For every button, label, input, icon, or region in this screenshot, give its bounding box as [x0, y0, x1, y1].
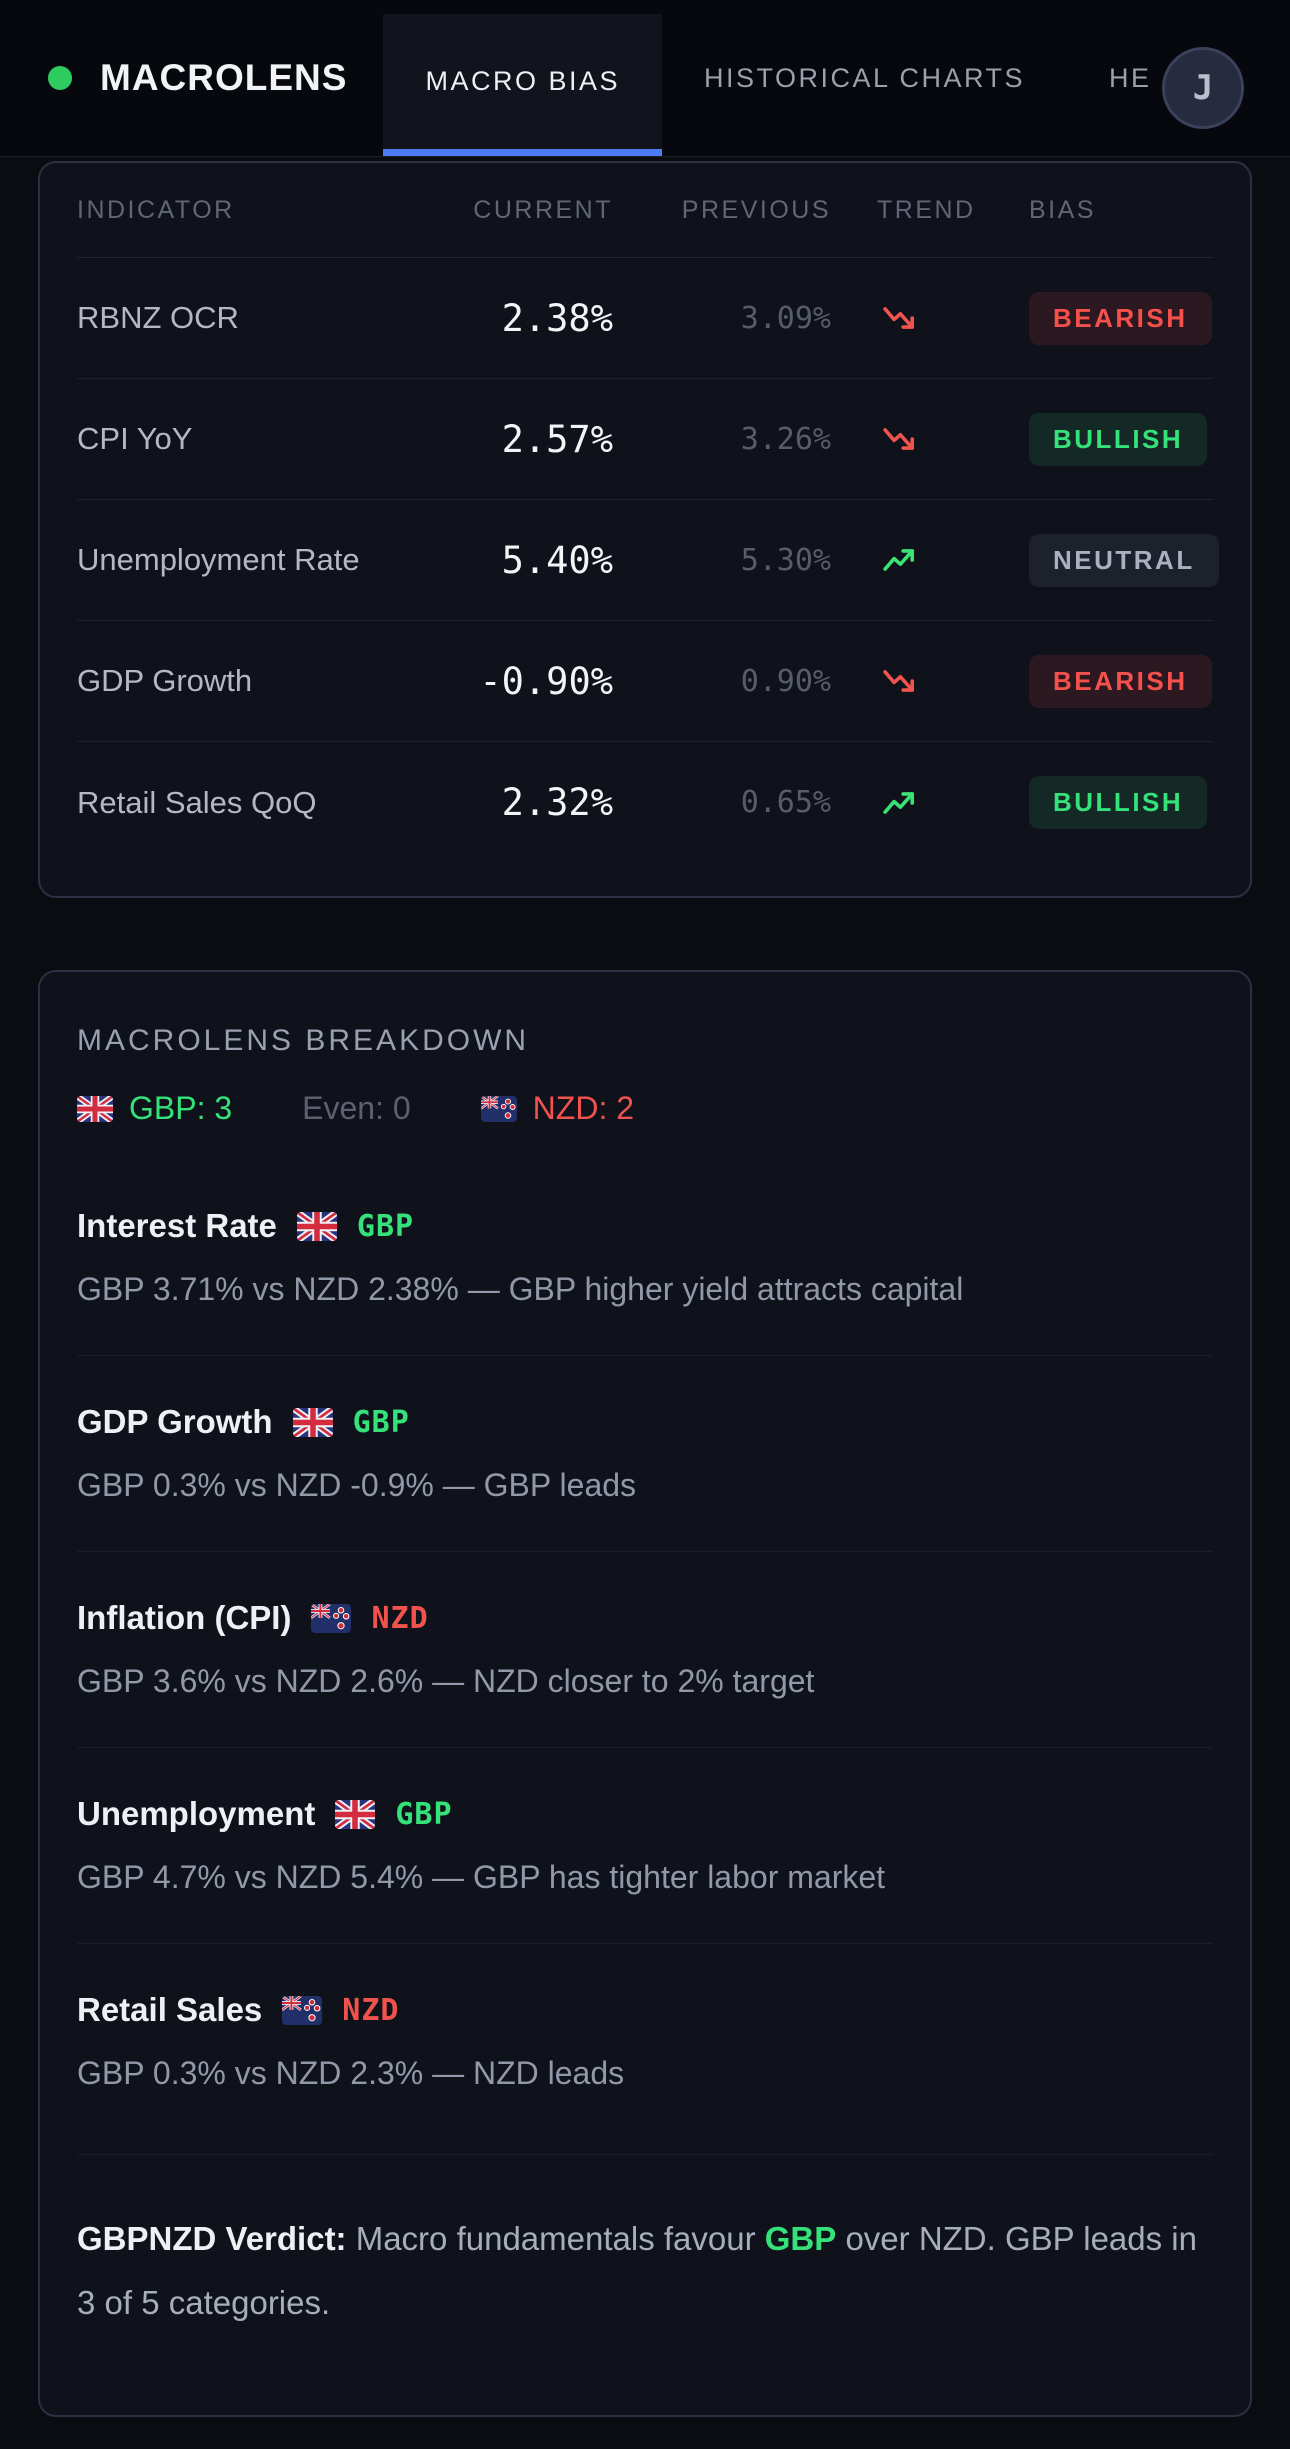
bias-badge: BEARISH — [1029, 291, 1212, 345]
item-description: GBP 0.3% vs NZD -0.9% — GBP leads — [77, 1467, 637, 1503]
breakdown-item: Unemployment GBP GBP 4.7% vs NZD 5.4% — … — [77, 1748, 1213, 1944]
breakdown-item: Inflation (CPI) NZD GBP 3.6% vs NZD 2.6%… — [77, 1552, 1213, 1748]
tab-macro-bias[interactable]: MACRO BIAS — [383, 14, 662, 156]
item-name: Inflation (CPI) — [77, 1599, 292, 1636]
current-value: 2.38% — [501, 296, 613, 340]
bias-cell: BULLISH — [1029, 412, 1213, 466]
table-header-row: INDICATOR CURRENT PREVIOUS TREND BIAS — [77, 163, 1213, 258]
item-winner-code: GBP — [395, 1796, 453, 1832]
brand-name: MACROLENS — [100, 57, 348, 98]
table-row: RBNZ OCR 2.38% 3.09% BEARISH — [77, 258, 1213, 379]
trend-down-icon — [831, 423, 1029, 455]
uk-flag-icon — [335, 1800, 375, 1829]
verdict-text-before: Macro fundamentals favour — [346, 2220, 765, 2257]
bias-cell: NEUTRAL — [1029, 533, 1219, 587]
nz-flag-icon — [282, 1995, 323, 2025]
score-row: GBP: 3 Even: 0 NZD: 2 — [77, 1090, 1213, 1127]
trend-up-icon — [831, 787, 1029, 819]
page-body: INDICATOR CURRENT PREVIOUS TREND BIAS RB… — [0, 157, 1290, 2417]
current-value: -0.90% — [479, 659, 613, 703]
table-row: Retail Sales QoQ 2.32% 0.65% BULLISH — [77, 742, 1213, 863]
indicator-label: Retail Sales QoQ — [77, 784, 317, 820]
bias-badge: BULLISH — [1029, 776, 1208, 829]
bias-badge: BEARISH — [1029, 654, 1212, 708]
bias-badge: NEUTRAL — [1029, 533, 1219, 587]
verdict-highlight: GBP — [764, 2220, 837, 2257]
item-winner-code: GBP — [356, 1208, 415, 1244]
current-value: 5.40% — [501, 538, 613, 582]
item-name: GDP Growth — [77, 1403, 273, 1440]
indicator-label: GDP Growth — [77, 663, 253, 698]
item-winner-code: NZD — [371, 1600, 429, 1636]
col-header-trend: TREND — [877, 195, 976, 224]
col-header-previous: PREVIOUS — [681, 195, 831, 224]
col-header-indicator: INDICATOR — [77, 195, 235, 224]
indicator-label: RBNZ OCR — [77, 300, 239, 335]
breakdown-item: GDP Growth GBP GBP 0.3% vs NZD -0.9% — G… — [77, 1356, 1213, 1552]
top-nav: MACROLENS MACRO BIAS HISTORICAL CHARTS H… — [0, 0, 1290, 157]
breakdown-item: Retail Sales NZD GBP 0.3% vs NZD 2.3% — … — [77, 1944, 1213, 2155]
bias-badge: BULLISH — [1029, 412, 1208, 466]
previous-value: 5.30% — [740, 542, 831, 578]
bias-cell: BEARISH — [1029, 654, 1213, 708]
nz-flag-icon — [311, 1603, 352, 1633]
trend-down-icon — [831, 665, 1029, 697]
uk-flag-icon — [297, 1212, 337, 1241]
item-description: GBP 3.6% vs NZD 2.6% — NZD closer to 2% … — [77, 1663, 815, 1699]
item-name: Interest Rate — [77, 1207, 277, 1244]
brand[interactable]: MACROLENS — [48, 0, 347, 156]
breakdown-items: Interest Rate GBP GBP 3.71% vs NZD 2.38%… — [77, 1207, 1213, 2155]
verdict-text-after: over NZD. GBP leads in 3 of 5 categories… — [77, 2220, 1197, 2321]
col-header-current: CURRENT — [473, 195, 613, 224]
col-header-bias: BIAS — [1029, 195, 1096, 224]
item-name: Unemployment — [77, 1795, 316, 1832]
tab-clipped[interactable]: HE — [1109, 62, 1152, 93]
avatar[interactable]: J — [1162, 47, 1244, 129]
item-description: GBP 4.7% vs NZD 5.4% — GBP has tighter l… — [77, 1859, 886, 1895]
item-description: GBP 0.3% vs NZD 2.3% — NZD leads — [77, 2055, 625, 2091]
score-even: Even: 0 — [302, 1090, 411, 1126]
previous-value: 0.90% — [740, 663, 831, 699]
breakdown-item: Interest Rate GBP GBP 3.71% vs NZD 2.38%… — [77, 1207, 1213, 1356]
previous-value: 3.26% — [740, 421, 831, 457]
bias-cell: BULLISH — [1029, 776, 1213, 829]
previous-value: 3.09% — [740, 300, 831, 336]
bias-cell: BEARISH — [1029, 291, 1213, 345]
item-name: Retail Sales — [77, 1991, 263, 2028]
trend-up-icon — [831, 544, 1029, 576]
uk-flag-icon — [77, 1096, 113, 1122]
nav-tabs: MACRO BIAS HISTORICAL CHARTS HE — [383, 0, 1290, 156]
breakdown-card: MACROLENS BREAKDOWN GBP: 3 Even: 0 NZD: … — [38, 970, 1252, 2417]
current-value: 2.57% — [501, 417, 613, 461]
indicator-table-card: INDICATOR CURRENT PREVIOUS TREND BIAS RB… — [38, 161, 1252, 898]
uk-flag-icon — [293, 1408, 333, 1437]
breakdown-title: MACROLENS BREAKDOWN — [77, 1024, 530, 1057]
current-value: 2.32% — [501, 781, 613, 824]
score-nzd: NZD: 2 — [532, 1090, 635, 1126]
item-winner-code: NZD — [342, 1992, 400, 2028]
indicator-label: CPI YoY — [77, 421, 193, 456]
tab-historical-charts[interactable]: HISTORICAL CHARTS — [703, 62, 1026, 93]
table-row: CPI YoY 2.57% 3.26% BULLISH — [77, 379, 1213, 500]
previous-value: 0.65% — [740, 785, 831, 820]
indicator-label: Unemployment Rate — [77, 542, 360, 577]
item-winner-code: GBP — [352, 1404, 410, 1440]
nz-flag-icon — [480, 1095, 517, 1122]
table-row: Unemployment Rate 5.40% 5.30% NEUTRAL — [77, 500, 1219, 621]
verdict-label: GBPNZD Verdict: — [77, 2220, 347, 2257]
score-gbp: GBP: 3 — [129, 1090, 233, 1126]
verdict: GBPNZD Verdict: Macro fundamentals favou… — [77, 2155, 1213, 2335]
trend-down-icon — [831, 302, 1029, 334]
table-row: GDP Growth -0.90% 0.90% BEARISH — [77, 621, 1213, 742]
brand-status-dot-icon — [48, 66, 72, 90]
item-description: GBP 3.71% vs NZD 2.38% — GBP higher yiel… — [77, 1271, 964, 1307]
